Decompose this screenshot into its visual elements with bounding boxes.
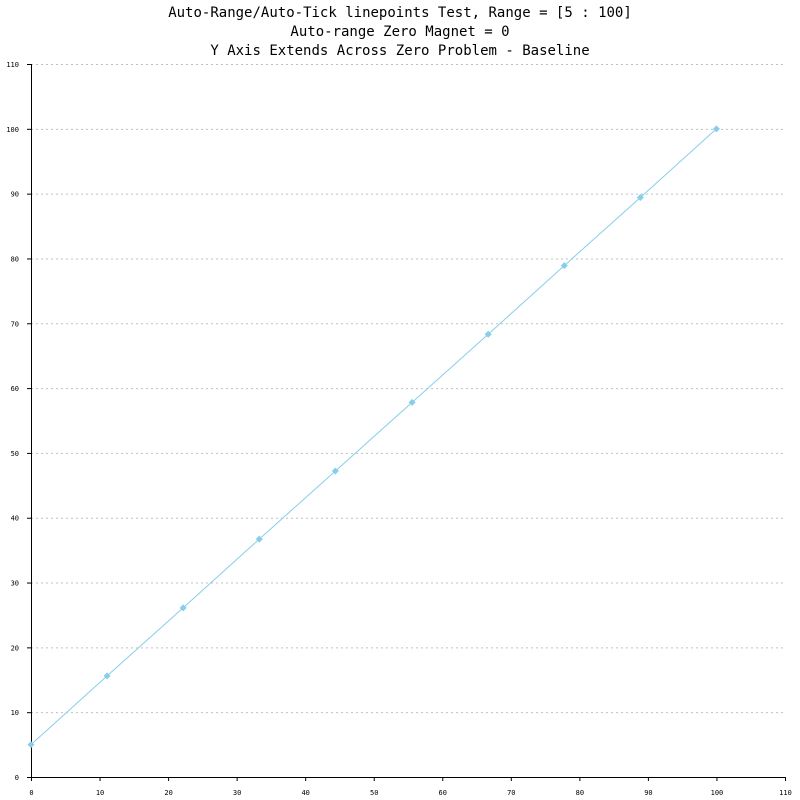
series-0-point-3 bbox=[255, 535, 263, 543]
chart-title-line-3: Y Axis Extends Across Zero Problem - Bas… bbox=[210, 43, 590, 59]
y-tick-label-40: 40 bbox=[11, 515, 19, 523]
y-tick-label-60: 60 bbox=[11, 385, 19, 393]
series-0-point-0 bbox=[27, 741, 35, 749]
y-tick-label-80: 80 bbox=[11, 255, 19, 263]
series-0-point-4 bbox=[331, 467, 339, 475]
y-tick-label-10: 10 bbox=[11, 709, 19, 717]
x-tick-label-80: 80 bbox=[576, 789, 584, 797]
y-tick-label-30: 30 bbox=[11, 580, 19, 588]
chart-title-line-1: Auto-Range/Auto-Tick linepoints Test, Ra… bbox=[168, 5, 632, 21]
y-tick-label-50: 50 bbox=[11, 450, 19, 458]
y-tick-label-70: 70 bbox=[11, 320, 19, 328]
chart-title-line-2: Auto-range Zero Magnet = 0 bbox=[290, 24, 510, 40]
x-tick-label-50: 50 bbox=[370, 789, 378, 797]
series-0-point-2 bbox=[179, 604, 187, 612]
x-tick-label-0: 0 bbox=[29, 789, 33, 797]
x-tick-label-100: 100 bbox=[711, 789, 724, 797]
x-tick-label-60: 60 bbox=[439, 789, 447, 797]
x-tick-label-20: 20 bbox=[164, 789, 172, 797]
series-0-point-9 bbox=[712, 125, 720, 133]
y-tick-label-90: 90 bbox=[11, 191, 19, 199]
series-0-point-1 bbox=[103, 672, 111, 680]
x-tick-label-110: 110 bbox=[779, 789, 792, 797]
series-0-line bbox=[30, 128, 717, 745]
y-tick-label-0: 0 bbox=[15, 774, 19, 782]
x-tick-label-30: 30 bbox=[233, 789, 241, 797]
x-tick-label-90: 90 bbox=[644, 789, 652, 797]
series-0-point-5 bbox=[408, 398, 416, 406]
y-tick-label-110: 110 bbox=[6, 61, 19, 69]
series-0-point-7 bbox=[560, 262, 568, 270]
y-tick-label-100: 100 bbox=[6, 126, 19, 134]
series-0-point-8 bbox=[636, 194, 644, 202]
series-0-point-6 bbox=[484, 330, 492, 338]
x-tick-label-40: 40 bbox=[301, 789, 309, 797]
x-tick-label-70: 70 bbox=[507, 789, 515, 797]
y-tick-label-20: 20 bbox=[11, 644, 19, 652]
x-tick-label-10: 10 bbox=[96, 789, 104, 797]
